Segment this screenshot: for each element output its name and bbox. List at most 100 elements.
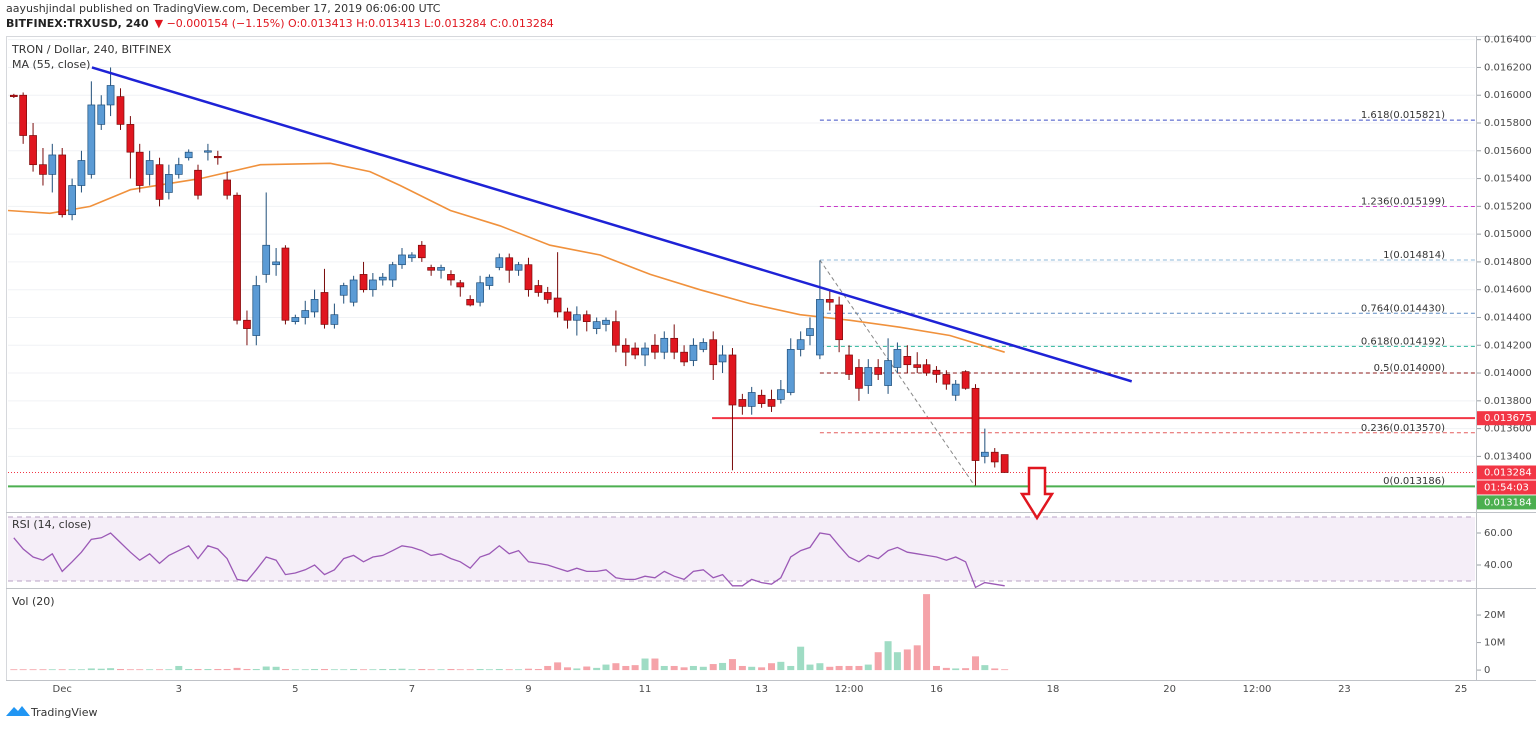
volume-bar [903,649,911,671]
volume-bar [39,669,47,671]
candle-body [417,244,426,259]
fib-label: 1.236(0.015199) [1361,196,1445,207]
candle-body [145,160,154,175]
candle-body [961,371,970,389]
volume-bar [320,668,328,671]
volume-bar [19,669,27,671]
candle-body [388,264,397,281]
volume-bar [301,669,309,671]
x-tick-label: 5 [292,684,298,695]
rsi-title: RSI (14, close) [12,518,91,531]
y-tick-label: 0.015800 [1484,118,1532,129]
main-title: TRON / Dollar, 240, BITFINEX [11,43,172,56]
x-tick-label: Dec [53,684,72,695]
fib-label: 0.764(0.014430) [1361,303,1445,314]
candle-body [660,337,669,353]
candle-body [476,282,484,303]
symbol-line: BITFINEX:TRXUSD, 240 ▼ −0.000154 (−1.15%)… [6,17,554,30]
publisher: aayushjindal published on TradingView.co… [6,2,441,15]
volume-bar [670,665,678,671]
volume-bar [660,665,668,671]
volume-bar [136,669,144,671]
y-tick-label: 40.00 [1484,560,1513,571]
x-tick-label: 3 [176,684,182,695]
fib-diagonal [819,259,976,487]
volume-bar [58,669,66,671]
candle-body [776,389,785,400]
volume-bar [534,668,542,671]
volume-bar [185,668,193,671]
candle-body [893,349,902,368]
volume-bar [864,664,872,671]
candle-body [165,174,173,193]
candle-body [233,194,241,321]
volume-bar [719,662,727,671]
volume-bar [515,669,523,671]
logo-icon [6,706,30,716]
candle-body [864,367,873,386]
candle-body [922,364,931,374]
candle-body [310,299,319,313]
support-tag-bg [1477,495,1536,510]
candle-body [718,354,727,363]
labels: Dec 3 5 7 9 11 13 12:00 16 18 20 12:00 23 25 0.013400 0… [53,35,1536,695]
candle-body [845,354,853,375]
candle-body [699,342,708,350]
quote: ▼ −0.000154 (−1.15%) O:0.013413 H:0.0134… [155,17,554,30]
candle-body [243,319,251,329]
countdown-tag: 01:54:03 [1484,482,1529,493]
volume-bar [709,664,717,671]
candle-body [553,297,562,313]
volume-bar [281,668,289,671]
volume-bar [689,665,697,671]
x-tick-label: 13 [755,684,768,695]
volume-bar [48,669,56,671]
volume-bar [116,668,124,671]
volume-bar [369,669,377,671]
candle-body [1000,454,1009,473]
candle-body [262,244,271,275]
candle-body [903,356,912,366]
x-tick-label: 16 [930,684,943,695]
candle-body [835,304,843,341]
candle-body [990,451,999,463]
candle-body [631,347,639,356]
candle-body [709,339,718,366]
volume-bar [699,666,707,671]
candle-body [223,179,231,196]
candle-body [126,124,135,153]
fib-label: 1(0.014814) [1383,250,1445,261]
candle-body [135,151,144,186]
y-tick-label: 0.015000 [1484,229,1532,240]
candle-body [670,337,679,353]
volume-bar [826,666,834,671]
candle-body [825,299,834,303]
resistance-tag-bg [1477,411,1536,426]
volume-bar [10,669,18,671]
candle-body [291,317,300,322]
volume-bar [758,667,766,671]
candle-body [932,369,941,375]
volume-bar [175,665,183,671]
volume-bar [942,667,950,671]
symbol: BITFINEX:TRXUSD, 240 [6,17,149,30]
volume-bar [816,663,824,671]
candle-body [116,96,125,125]
candle-body [174,164,183,175]
candle-body [738,399,747,407]
volume-bar [360,669,368,671]
volume-bar [913,645,921,671]
candle-body [505,257,514,271]
volume-bar [485,669,493,671]
candle-body [87,104,96,175]
resistance-tag: 0.013675 [1484,413,1532,424]
candle-body [572,314,581,321]
candle-body [786,349,795,393]
x-tick-label: 20 [1163,684,1176,695]
volume-bar [1001,669,1009,671]
candle-body [563,311,572,321]
candle-body [204,150,212,153]
candle-body [543,292,552,300]
